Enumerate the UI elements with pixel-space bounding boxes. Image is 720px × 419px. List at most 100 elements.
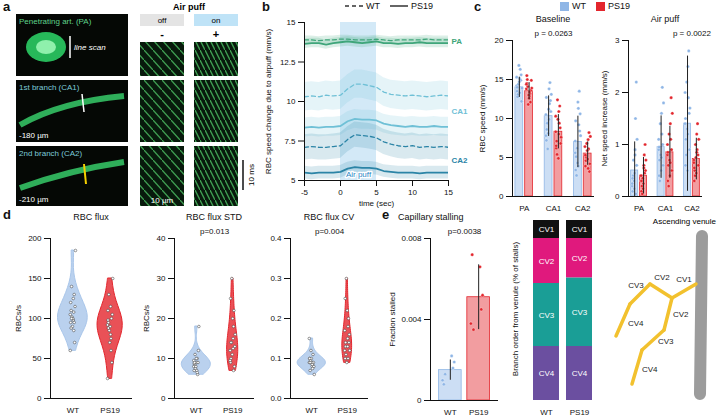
svg-text:PA: PA [519,204,530,213]
svg-text:1st branch (CA1): 1st branch (CA1) [19,83,80,92]
svg-text:15: 15 [495,75,504,84]
svg-text:CV4: CV4 [628,319,644,328]
svg-text:-: - [160,28,164,40]
svg-text:CV2: CV2 [673,310,689,319]
svg-text:CV4: CV4 [642,365,658,374]
svg-text:0.008: 0.008 [401,234,422,243]
svg-text:Penetrating art. (PA): Penetrating art. (PA) [19,17,92,26]
svg-text:-180 µm: -180 µm [19,131,49,140]
svg-text:10 µm: 10 µm [151,196,174,205]
svg-text:30: 30 [157,274,166,283]
svg-text:p=0.013: p=0.013 [200,227,230,236]
svg-text:CA2: CA2 [452,156,469,165]
svg-text:Ascending venule: Ascending venule [653,217,717,226]
svg-text:0.2: 0.2 [270,314,282,323]
svg-text:100: 100 [28,314,42,323]
svg-text:10: 10 [408,188,417,197]
svg-text:10: 10 [495,114,504,123]
svg-text:CV3: CV3 [572,308,588,317]
svg-text:CV1: CV1 [539,225,555,234]
svg-text:CV2: CV2 [539,257,555,266]
svg-text:5: 5 [499,153,504,162]
svg-text:200: 200 [28,234,42,243]
svg-text:10: 10 [287,97,296,106]
svg-text:CV3: CV3 [628,281,644,290]
svg-text:CA1: CA1 [658,204,674,213]
svg-text:time (sec): time (sec) [359,199,394,208]
svg-text:Fraction stalled: Fraction stalled [388,292,397,346]
svg-text:20: 20 [157,314,166,323]
svg-text:0.004: 0.004 [401,315,422,324]
svg-text:p = 0.0022: p = 0.0022 [673,29,712,38]
svg-text:PS19: PS19 [469,408,489,417]
svg-text:Net speed increase (mm/s): Net speed increase (mm/s) [600,70,609,166]
svg-text:0.3: 0.3 [270,274,282,283]
svg-text:CA2: CA2 [575,204,591,213]
svg-text:CV2: CV2 [654,273,670,282]
html-text:PS19: PS19 [411,1,433,11]
svg-text:CV1: CV1 [676,275,692,284]
svg-text:WT: WT [306,406,319,415]
svg-text:WT: WT [540,408,553,417]
svg-text:p=0.004: p=0.004 [315,227,345,236]
svg-text:RBC speed change due to airpuf: RBC speed change due to airpuff (mm/s) [264,29,273,175]
svg-text:line scan: line scan [74,43,106,52]
svg-text:CV4: CV4 [572,369,588,378]
svg-text:PS19: PS19 [223,406,243,415]
svg-text:0: 0 [499,192,504,201]
svg-text:+: + [213,28,219,40]
svg-text:RBCs/s: RBCs/s [142,305,151,332]
svg-text:RBCs/s: RBCs/s [14,305,23,332]
svg-text:40: 40 [157,234,166,243]
svg-text:7.5: 7.5 [284,137,296,146]
html-text:WT: WT [366,1,380,11]
svg-text:on: on [212,16,221,25]
svg-text:PS19: PS19 [337,406,357,415]
svg-text:15: 15 [444,188,453,197]
svg-text:0: 0 [615,192,620,201]
svg-text:0.0: 0.0 [270,394,282,403]
svg-text:0: 0 [37,394,42,403]
svg-text:PS19: PS19 [570,408,590,417]
svg-text:0: 0 [417,396,422,405]
svg-text:2nd branch (CA2): 2nd branch (CA2) [19,149,82,158]
svg-text:CV2: CV2 [572,254,588,263]
svg-text:CA2: CA2 [684,204,700,213]
svg-text:WT: WT [67,406,80,415]
svg-text:5: 5 [291,176,296,185]
svg-text:CV3: CV3 [658,337,674,346]
svg-text:-5: -5 [301,188,309,197]
svg-text:Air puff: Air puff [173,2,206,12]
svg-text:CV1: CV1 [572,225,588,234]
svg-text:CV3: CV3 [539,311,555,320]
svg-text:0.4: 0.4 [270,234,282,243]
svg-text:10: 10 [157,354,166,363]
svg-text:12.5: 12.5 [280,58,296,67]
svg-text:0: 0 [338,188,343,197]
svg-text:WT: WT [190,406,203,415]
svg-text:CA1: CA1 [452,107,469,116]
svg-text:PA: PA [634,204,645,213]
svg-text:5: 5 [374,188,379,197]
svg-text:20: 20 [495,36,504,45]
svg-text:CV4: CV4 [539,369,555,378]
svg-text:WT: WT [444,408,457,417]
svg-text:off: off [158,16,168,25]
svg-text:150: 150 [28,274,42,283]
svg-text:1: 1 [615,140,620,149]
svg-text:-210 µm: -210 µm [19,195,49,204]
svg-text:0: 0 [161,394,166,403]
svg-text:0.1: 0.1 [270,354,282,363]
svg-text:PS19: PS19 [100,406,120,415]
svg-text:p=0.0038: p=0.0038 [448,227,482,236]
svg-text:p = 0.0263: p = 0.0263 [534,29,573,38]
svg-text:RBC speed (mm/s): RBC speed (mm/s) [478,84,487,152]
svg-text:Air puff: Air puff [346,170,372,179]
svg-text:50: 50 [33,354,42,363]
svg-text:15: 15 [287,18,296,27]
svg-text:2: 2 [615,88,620,97]
svg-text:PA: PA [452,37,463,46]
svg-text:CA1: CA1 [546,204,562,213]
svg-text:3: 3 [615,36,620,45]
svg-text:10 ms: 10 ms [247,164,256,186]
